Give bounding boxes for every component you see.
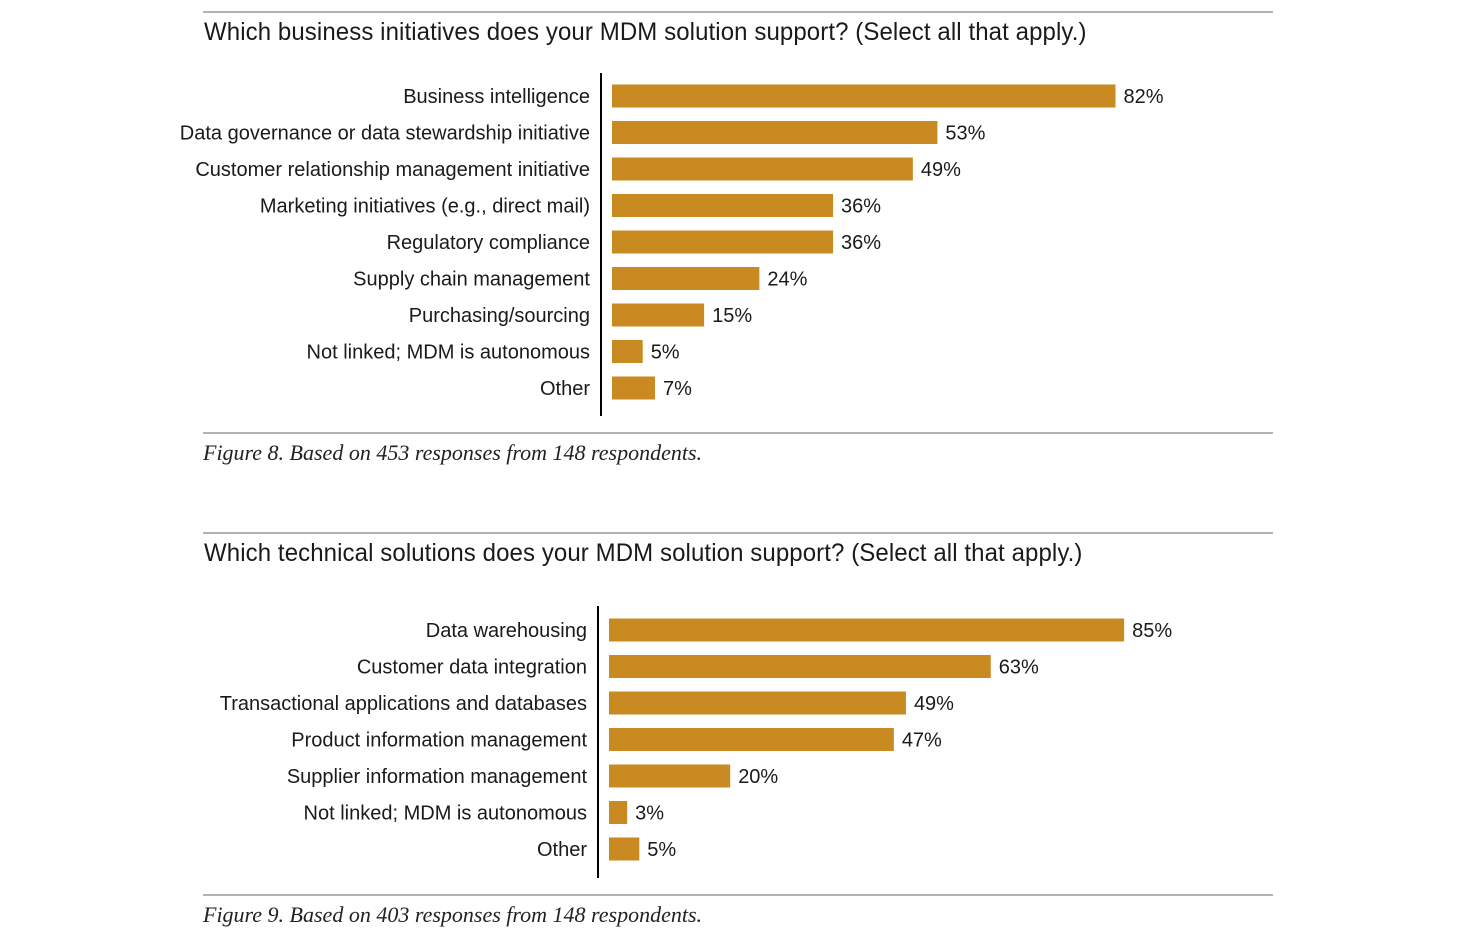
figure8-bar (612, 157, 913, 181)
figure9-caption: Figure 9. Based on 403 responses from 14… (203, 902, 703, 927)
figure9-category-label: Other (537, 839, 587, 861)
figure8-value-label: 53% (945, 123, 985, 145)
figure9-category-label: Data warehousing (426, 620, 587, 642)
figure9-bar (609, 691, 906, 715)
figure8-bar (612, 267, 760, 290)
figure9-top-rule (203, 532, 1273, 534)
figure8-value-label: 24% (767, 269, 807, 291)
figure9-bar (609, 837, 640, 861)
figure9-bar (609, 655, 991, 678)
figure8-bar-chart: Business intelligence 82% Data governance … (180, 73, 1164, 416)
figure8-category-label: Supply chain management (353, 269, 590, 291)
figure8-value-label: 36% (841, 232, 881, 254)
figure9-bottom-rule (203, 894, 1273, 896)
figure8-bar (612, 84, 1116, 108)
figure8-question-title: Which business initiatives does your MDM… (204, 18, 1087, 46)
figure8-value-label: 5% (651, 342, 680, 364)
figure9-category-label: Transactional applications and databases (220, 693, 587, 715)
figure9-value-label: 85% (1132, 620, 1172, 642)
figure9-category-label: Product information management (291, 730, 587, 752)
figure9-category-label: Supplier information management (287, 766, 588, 788)
figure8-bar (612, 340, 643, 363)
figure9-bar (609, 618, 1125, 642)
figure9-value-label: 63% (999, 657, 1039, 679)
figure9-question-title: Which technical solutions does your MDM … (204, 539, 1083, 567)
figure9-value-label: 47% (902, 730, 942, 752)
figure9-value-label: 5% (647, 839, 676, 861)
figure8-bar (612, 121, 938, 144)
figure8-bar (612, 194, 834, 217)
figure9-bar-chart: Data warehousing 85% Customer data integra… (220, 606, 1172, 878)
figure8-category-label: Data governance or data stewardship init… (180, 123, 590, 145)
figure8-bar (612, 376, 655, 400)
figure8-value-label: 82% (1123, 86, 1163, 108)
figure8-category-label: Not linked; MDM is autonomous (307, 342, 590, 364)
figure9-value-label: 3% (635, 803, 664, 825)
figure8-value-label: 36% (841, 196, 881, 218)
figure8-caption: Figure 8. Based on 453 responses from 14… (203, 440, 703, 465)
figure8-category-label: Customer relationship management initiat… (195, 159, 590, 181)
figure8-value-label: 7% (663, 378, 692, 400)
figure8-category-label: Business intelligence (403, 86, 590, 108)
figure9-bar (609, 801, 628, 824)
figure8-category-label: Purchasing/sourcing (409, 305, 590, 327)
figure8-bar (612, 303, 705, 327)
figure8-bar (612, 230, 834, 254)
figure9-bar (609, 764, 731, 788)
figure8-category-label: Regulatory compliance (387, 232, 590, 254)
figure8-category-label: Marketing initiatives (e.g., direct mail… (260, 196, 590, 218)
figure8-value-label: 15% (712, 305, 752, 327)
figure9-category-label: Customer data integration (357, 657, 587, 679)
figure8-bottom-rule (203, 432, 1273, 434)
figure8-category-label: Other (540, 378, 590, 400)
figure8-value-label: 49% (921, 159, 961, 181)
figure8-top-rule (203, 11, 1273, 13)
figure9-category-label: Not linked; MDM is autonomous (304, 803, 587, 825)
figure9-value-label: 49% (914, 693, 954, 715)
figure9-value-label: 20% (738, 766, 778, 788)
figure9-bar (609, 728, 894, 751)
